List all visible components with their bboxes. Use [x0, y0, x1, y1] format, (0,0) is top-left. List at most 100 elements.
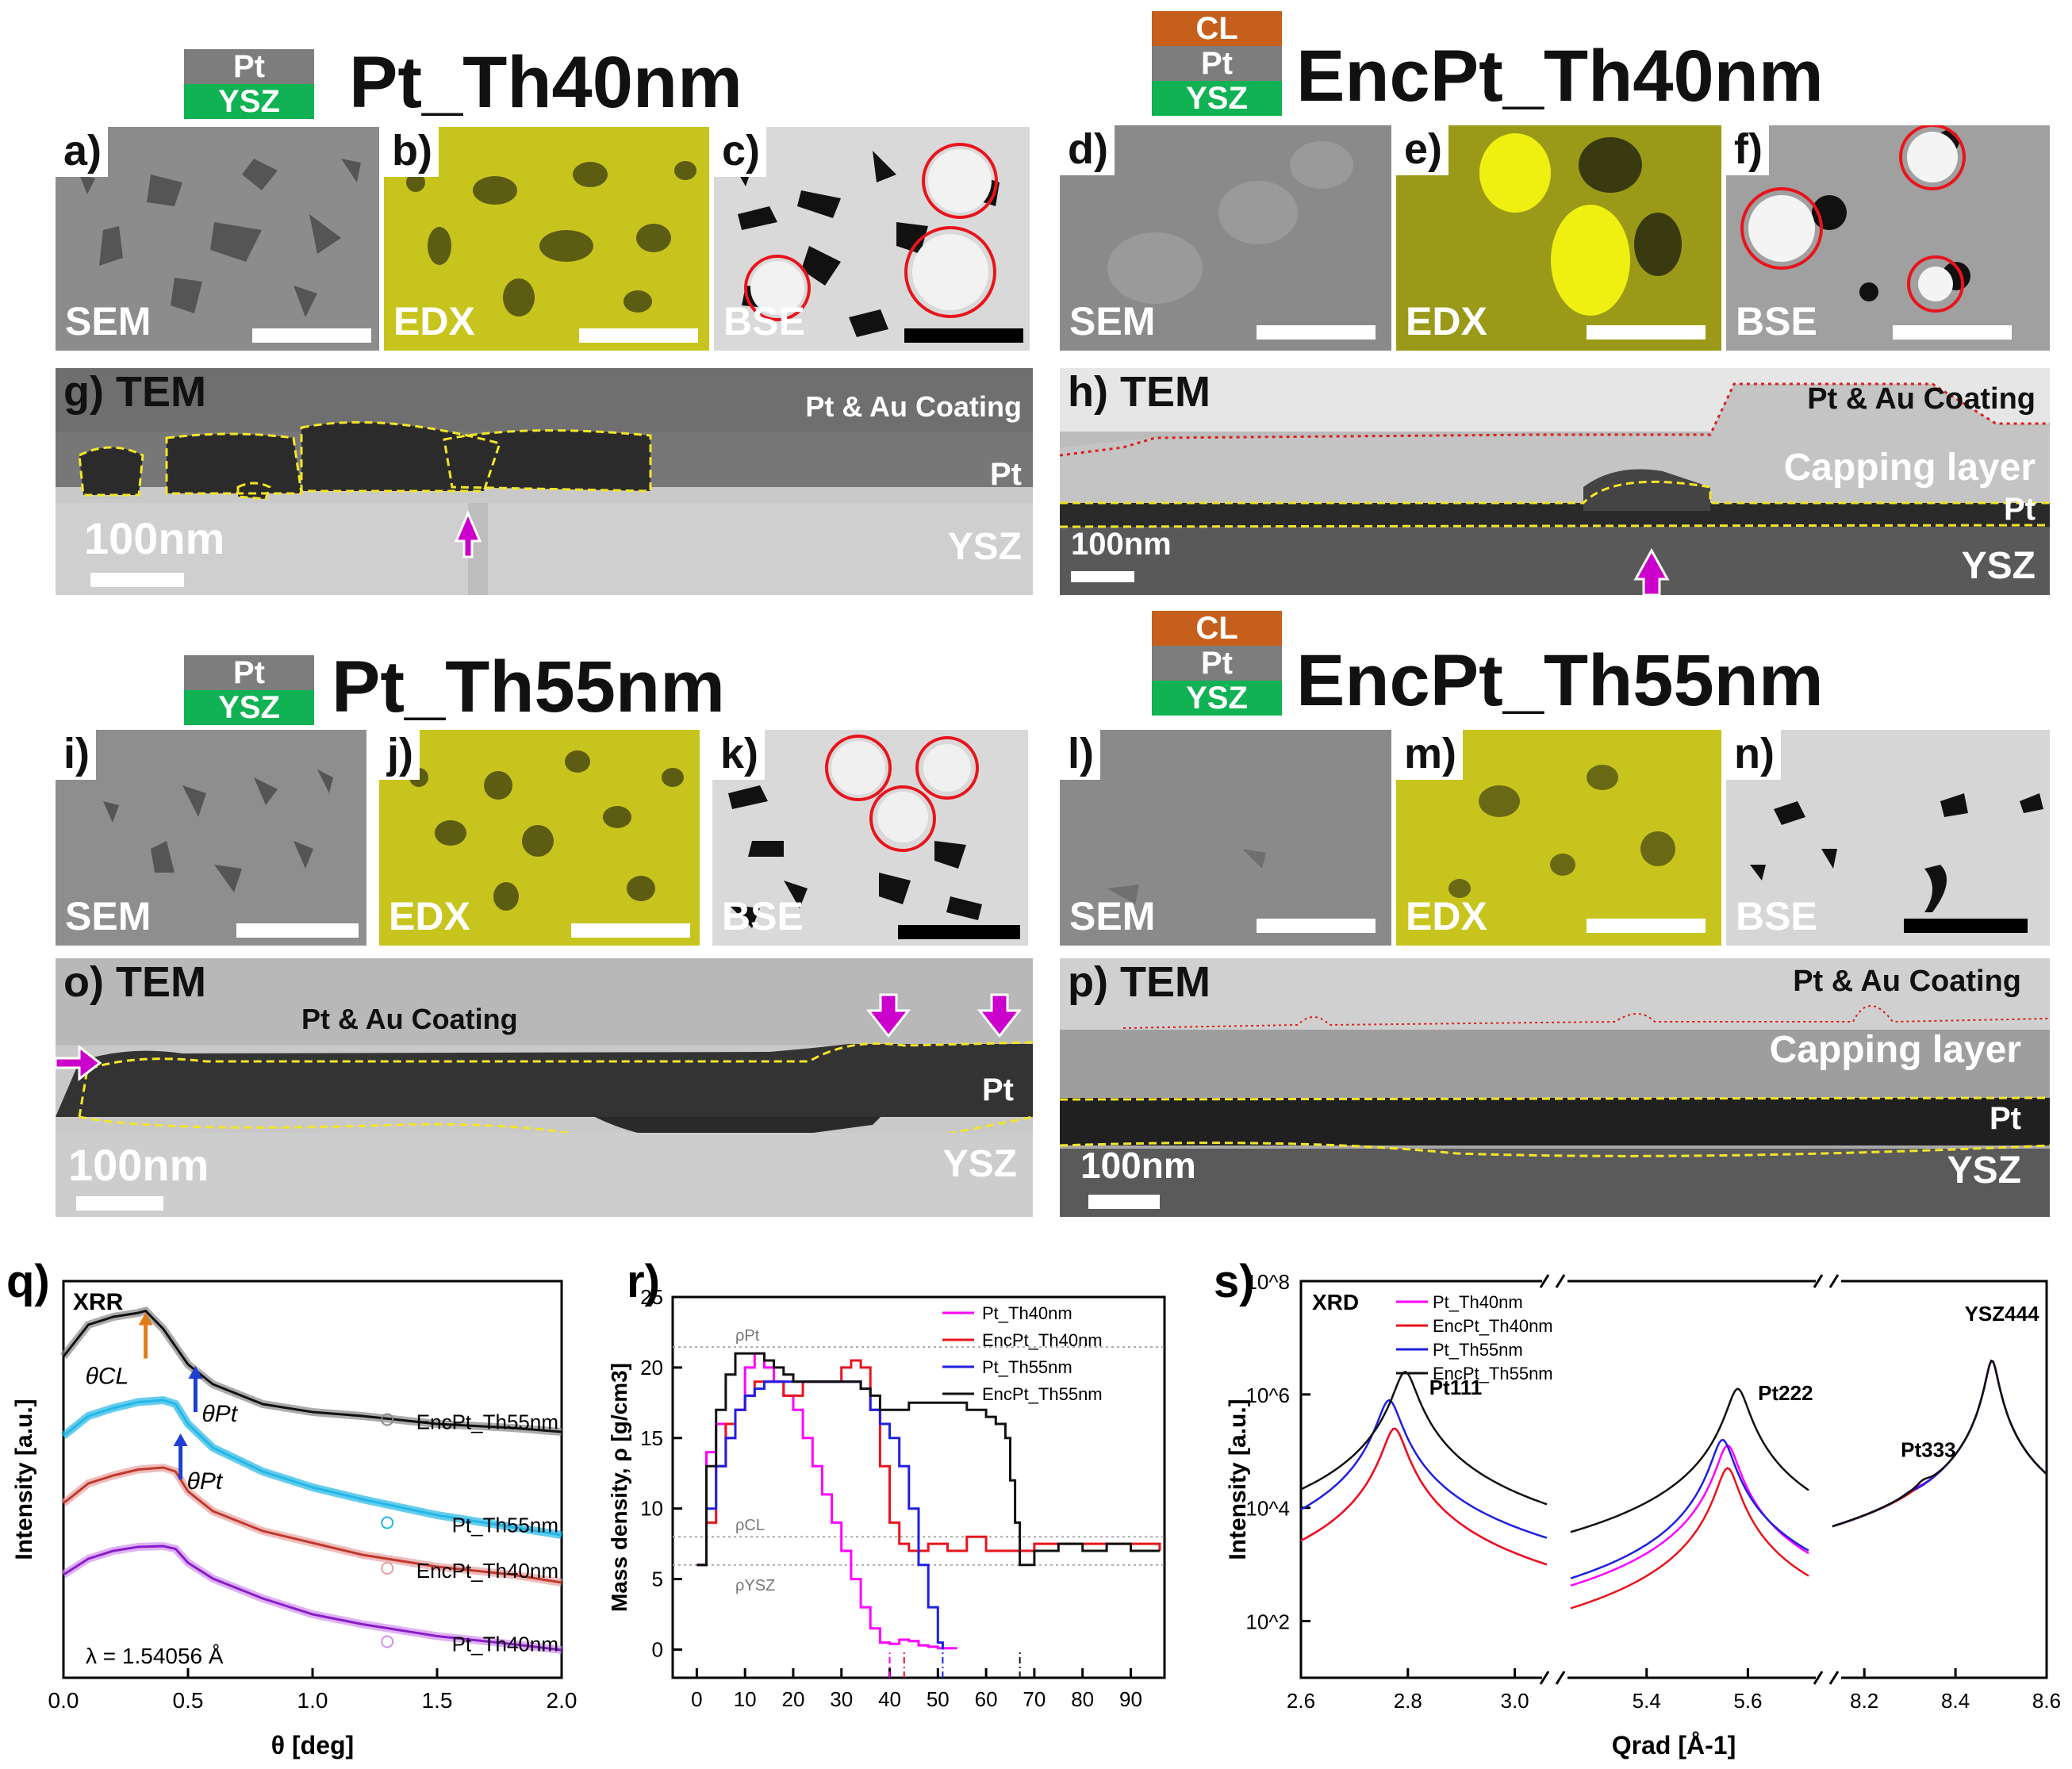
panel-label: o) TEM — [56, 958, 213, 1008]
series-label: Pt_Th55nm — [452, 1514, 558, 1537]
y-axis-label: Intensity [a.u.] — [11, 1399, 37, 1560]
x-tick-label: 8.6 — [2032, 1689, 2061, 1713]
sample-title-enc55: EncPt_Th55nm — [1296, 640, 1824, 721]
panel-f-bse: f) BSE — [1726, 125, 2050, 351]
axis-break-mark — [1813, 1671, 1840, 1685]
technique-label: SEM — [65, 894, 152, 938]
panel-j-edx: j) EDX — [379, 730, 700, 946]
panel-label: b) — [384, 127, 439, 177]
ysz-label: YSZ — [942, 1143, 1017, 1185]
ysz-label: YSZ — [1961, 545, 2036, 587]
scale-bar — [904, 328, 1023, 343]
pt-label: Pt — [2004, 492, 2036, 527]
axis-break-gap — [1542, 1670, 1567, 1686]
series-line — [63, 1399, 562, 1537]
x-tick-label: 60 — [975, 1687, 998, 1711]
legend-marker — [381, 1635, 394, 1648]
technique-label: TEM — [1119, 368, 1211, 416]
series-line — [1570, 1438, 1809, 1579]
chart-title: XRR — [73, 1289, 124, 1315]
x-tick-label: 2.6 — [1287, 1689, 1315, 1713]
legend-marker — [381, 1562, 394, 1575]
x-tick-label: 5.6 — [1733, 1689, 1762, 1713]
panel-label: g) TEM — [56, 368, 213, 418]
panel-label: s) — [1214, 1256, 1255, 1307]
series-line — [696, 1352, 1160, 1567]
marker-label: θPt — [201, 1401, 238, 1427]
legend-label: Pt_Th40nm — [1433, 1292, 1523, 1312]
panel-h-tem: h) TEM Pt & Au Coating Capping layer Pt … — [1060, 368, 2050, 595]
x-tick-label: 70 — [1023, 1687, 1046, 1711]
technique-label: SEM — [1069, 299, 1156, 343]
chart-q-xrr: q) XRR 0.0 0.5 1.0 1.5 2.0 θ [deg] Intensity [a.… — [0, 1256, 587, 1765]
y-tick-label: 20 — [640, 1356, 663, 1380]
layer-cl: CL — [1152, 611, 1282, 646]
x-tick-label: 5.4 — [1633, 1689, 1661, 1713]
y-axis-label: Mass density, ρ [g/cm3] — [607, 1363, 631, 1612]
pt-label: Pt — [1990, 1101, 2021, 1136]
legend-label: Pt_Th55nm — [1433, 1340, 1523, 1360]
scale-bar — [579, 328, 698, 343]
capping-layer-label: Capping layer — [1769, 1029, 2021, 1071]
x-tick-label: 0 — [691, 1687, 702, 1711]
layer-ysz: YSZ — [184, 690, 314, 725]
panel-label: p) TEM — [1060, 958, 1217, 1008]
reference-label: ρPt — [735, 1327, 760, 1345]
pt-label: Pt — [982, 1073, 1014, 1107]
panel-label: m) — [1396, 730, 1463, 780]
marker-label: θPt — [187, 1468, 224, 1495]
panel-label: j) — [379, 730, 420, 780]
panel-g-tem: g) TEM Pt & Au Coating Pt YSZ 100nm — [56, 368, 1033, 595]
series-line — [63, 1545, 562, 1652]
layer-pt: Pt — [1152, 646, 1282, 681]
panel-n-bse: n) BSE — [1726, 730, 2050, 946]
x-tick-label: 2.0 — [547, 1688, 577, 1713]
x-tick-label: 30 — [830, 1687, 853, 1711]
legend-label: Pt_Th55nm — [982, 1357, 1072, 1377]
scale-label: 100nm — [1080, 1145, 1196, 1186]
scale-bar — [571, 923, 690, 938]
panel-d-sem: d) SEM — [1060, 125, 1391, 351]
coating-label: Pt & Au Coating — [301, 1003, 518, 1035]
panel-label: r) — [627, 1256, 660, 1307]
panel-a-sem: a) SEM — [56, 127, 379, 351]
coating-label: Pt & Au Coating — [805, 390, 1022, 423]
technique-label: BSE — [1736, 299, 1817, 343]
layer-pt: Pt — [184, 655, 314, 690]
legend-label: EncPt_Th55nm — [1433, 1364, 1553, 1383]
technique-label: BSE — [723, 299, 805, 343]
x-tick-label: 3.0 — [1500, 1689, 1529, 1713]
x-tick-label: 0.5 — [173, 1688, 204, 1713]
series-line — [1300, 1427, 1548, 1566]
reference-label: ρCL — [735, 1517, 765, 1534]
y-tick-label: 15 — [640, 1426, 663, 1450]
technique-label: SEM — [65, 299, 152, 343]
panel-i-sem: i) SEM — [56, 730, 366, 946]
layer-stack-th55: Pt YSZ — [184, 655, 314, 725]
x-axis-label: θ [deg] — [271, 1731, 354, 1759]
sample-title-enc40: EncPt_Th40nm — [1296, 36, 1824, 117]
sample-title-th55: Pt_Th55nm — [332, 647, 725, 727]
axis-break-gap — [1816, 1273, 1841, 1289]
x-tick-label: 2.8 — [1394, 1689, 1422, 1713]
plot-frame — [1299, 1280, 2048, 1679]
layer-cl: CL — [1152, 11, 1282, 46]
scale-label: 100nm — [84, 513, 225, 563]
series-line — [62, 1309, 562, 1433]
panel-label: d) — [1060, 125, 1115, 175]
layer-pt: Pt — [1152, 46, 1282, 81]
marker-arrowhead — [138, 1312, 153, 1326]
y-tick-label: 10^6 — [1245, 1383, 1290, 1407]
scale-bar — [1071, 571, 1134, 582]
peak-label: YSZ444 — [1965, 1302, 2039, 1326]
series-line — [1832, 1359, 2047, 1528]
marker-arrowhead — [173, 1433, 188, 1446]
series-line — [696, 1380, 944, 1650]
technique-label: BSE — [722, 894, 804, 938]
x-tick-label: 1.5 — [422, 1688, 453, 1713]
chart-r-density: r) 0 10 20 30 40 50 60 70 80 90 0 5 10 15 20 25 Mass dens… — [603, 1256, 1190, 1765]
capping-layer-label: Capping layer — [1783, 447, 2036, 489]
legend-label: Pt_Th40nm — [982, 1303, 1072, 1323]
panel-label: l) — [1060, 730, 1100, 780]
peak-label: Pt333 — [1901, 1437, 1955, 1461]
